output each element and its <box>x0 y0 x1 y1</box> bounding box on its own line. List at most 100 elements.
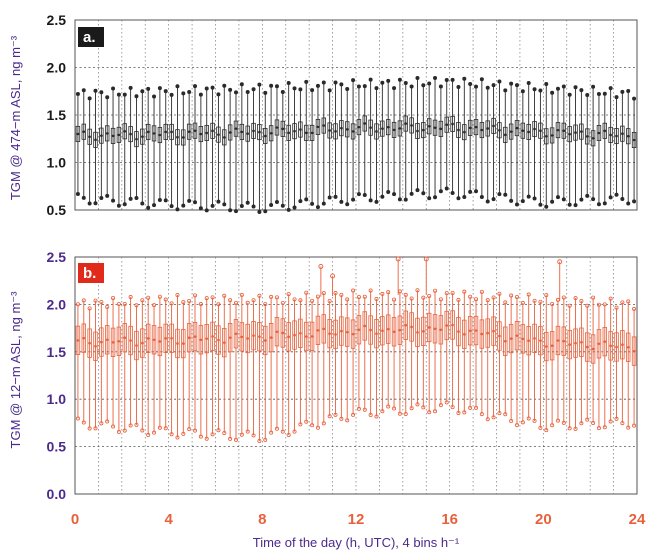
whisker-cap-upper <box>591 295 596 300</box>
panel-b-boxes <box>75 256 637 444</box>
box <box>251 122 256 139</box>
median-marker <box>363 324 367 328</box>
box <box>532 121 537 138</box>
whisker-cap-lower <box>298 422 303 427</box>
box <box>426 118 432 135</box>
box <box>292 320 297 350</box>
median-marker <box>591 136 595 140</box>
whisker-cap-lower <box>427 410 432 415</box>
box <box>198 126 204 143</box>
box-plot-bin <box>145 295 151 438</box>
box-plot-bin <box>151 94 157 208</box>
box <box>309 124 315 141</box>
whisker-cap-upper <box>468 294 473 299</box>
whisker-cap-lower <box>157 425 162 430</box>
box <box>186 323 192 353</box>
whisker-cap-lower <box>87 426 92 431</box>
median-marker <box>176 342 179 345</box>
whisker-cap-upper <box>128 295 133 300</box>
whisker-cap-lower <box>567 426 572 431</box>
whisker-cap-lower <box>614 192 619 197</box>
box <box>608 126 613 143</box>
whisker-cap-lower <box>286 432 291 437</box>
box-plot-bin <box>403 292 408 416</box>
whisker-cap-lower <box>550 423 555 428</box>
whisker-cap-upper <box>474 84 479 89</box>
x-axis-ticks: 0 4 8 12 16 20 24 <box>71 511 646 528</box>
whisker-cap-lower <box>111 424 116 429</box>
box <box>145 123 151 140</box>
box-plot-bin <box>444 291 449 405</box>
box <box>497 321 502 351</box>
whisker-cap-lower <box>345 418 350 423</box>
median-marker <box>258 130 261 134</box>
box <box>526 123 531 140</box>
box <box>345 317 350 347</box>
box-plot-bin <box>181 91 186 208</box>
whisker-cap-upper <box>75 302 80 307</box>
box-plot-bin <box>391 297 397 411</box>
box-plot-bin <box>292 297 297 434</box>
whisker-cap-lower <box>210 203 215 208</box>
whisker-cap-upper <box>204 86 209 91</box>
box-plot-bin <box>263 90 268 214</box>
median-marker <box>416 331 419 334</box>
whisker-cap-upper <box>93 88 98 93</box>
median-marker <box>369 328 372 332</box>
box-plot-bin <box>222 83 227 207</box>
box <box>304 321 309 352</box>
median-marker <box>585 135 589 138</box>
whisker-cap-upper <box>362 84 367 89</box>
box-plot-bin <box>134 303 139 427</box>
box-plot-bin <box>345 297 350 423</box>
box <box>362 115 367 132</box>
whisker-cap-lower <box>327 414 332 419</box>
box <box>549 127 555 144</box>
whisker-cap-lower <box>187 198 192 203</box>
box-plot-bin <box>145 86 151 210</box>
box-plot-bin <box>362 84 367 197</box>
box <box>140 128 145 145</box>
whisker-cap-lower <box>140 428 145 433</box>
box <box>538 122 543 139</box>
box <box>157 326 163 357</box>
whisker-cap-upper <box>444 291 449 296</box>
box-plot-bin <box>151 303 157 435</box>
box <box>204 124 209 141</box>
whisker-cap-upper <box>427 81 432 86</box>
whisker-cap-lower <box>579 197 584 202</box>
whisker-cap-upper <box>632 306 637 311</box>
whisker-cap-lower <box>157 197 162 202</box>
whisker-cap-lower <box>620 196 625 201</box>
box <box>339 316 344 346</box>
whisker-cap-lower <box>292 205 297 210</box>
box-plot-bin <box>169 92 174 209</box>
median-marker <box>585 345 589 349</box>
box <box>99 327 104 357</box>
whisker-cap-upper <box>245 300 250 305</box>
box-plot-bin <box>222 293 227 435</box>
box <box>585 332 590 362</box>
box <box>210 321 215 351</box>
whisker-cap-upper <box>169 92 174 97</box>
box <box>350 319 356 349</box>
box-plot-bin <box>204 86 209 213</box>
median-marker <box>76 132 80 136</box>
y-tick-label: 1.5 <box>47 344 67 360</box>
whisker-cap-lower <box>193 200 198 205</box>
median-marker <box>556 339 560 342</box>
whisker-cap-upper <box>491 83 496 88</box>
box-plot-bin <box>479 77 485 199</box>
box-plot-bin <box>327 88 332 200</box>
box <box>380 316 385 346</box>
box-plot-bin <box>555 86 561 200</box>
box <box>421 122 426 139</box>
whisker-cap-lower <box>193 428 198 433</box>
median-marker <box>539 129 542 132</box>
whisker-cap-lower <box>345 202 350 207</box>
box <box>81 123 86 140</box>
box <box>222 129 227 146</box>
median-marker <box>433 126 437 130</box>
median-marker <box>515 126 519 130</box>
median-marker <box>345 128 349 131</box>
